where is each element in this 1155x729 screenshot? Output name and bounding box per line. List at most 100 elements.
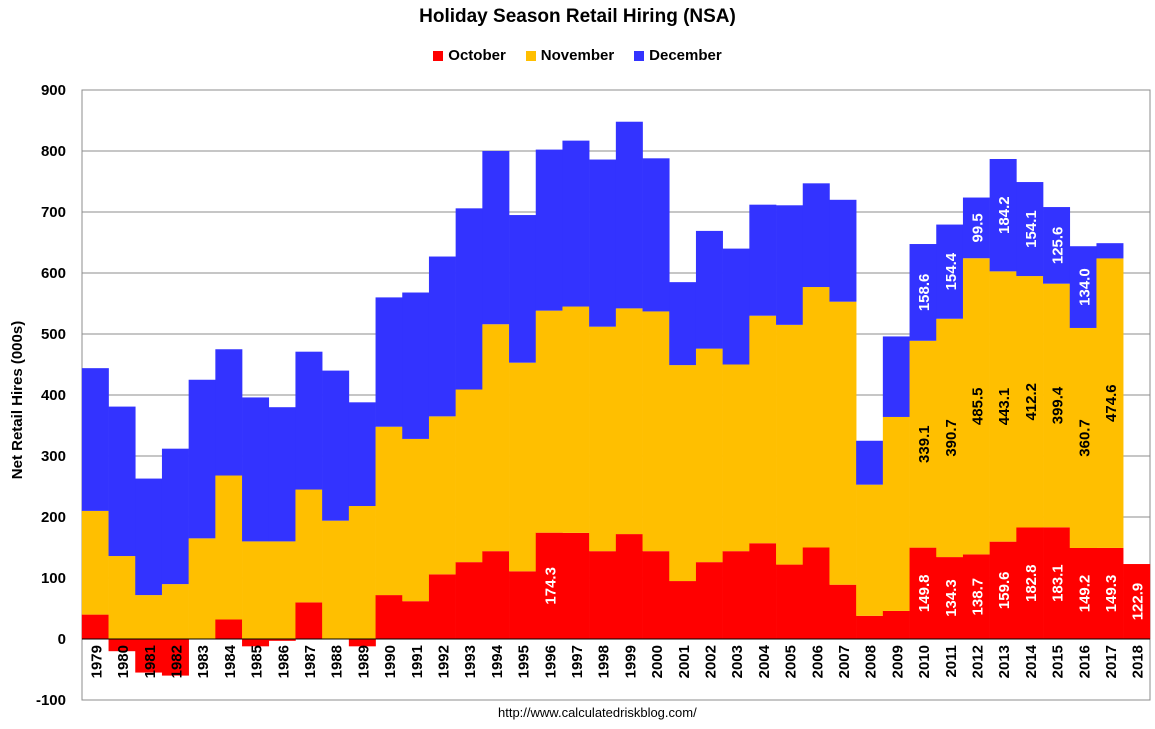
data-label: 360.7 [1076,419,1093,457]
x-tick-label: 2001 [676,645,693,678]
bar-october-2005 [776,564,804,639]
bar-october-2010 [909,547,937,639]
bar-december-1990 [375,297,403,427]
data-label: 182.8 [1023,564,1040,602]
bar-november-1993 [455,389,483,563]
data-label: 149.3 [1103,575,1120,613]
x-tick-label: 1983 [195,645,212,678]
x-tick-label: 1980 [115,645,132,678]
bar-november-1990 [375,426,403,596]
bar-december-2005 [776,205,804,325]
x-tick-label: 2004 [756,644,773,678]
bar-october-2013 [989,541,1017,639]
bar-december-2017 [1096,243,1124,259]
legend-swatch [525,50,536,61]
bar-october-2017 [1096,547,1124,639]
source-url: http://www.calculatedriskblog.com/ [498,705,697,720]
bar-november-2000 [642,311,670,552]
bar-december-1980 [108,406,136,557]
bar-november-1986 [268,541,296,639]
bar-november-2013 [989,271,1017,542]
bar-december-1991 [402,292,430,439]
x-tick-label: 2000 [649,645,666,678]
bar-october-1984 [215,619,243,639]
bar-december-1994 [482,151,510,325]
x-tick-label: 1998 [596,645,613,678]
y-tick-label: 400 [41,387,66,404]
bar-november-2002 [695,348,723,563]
bar-november-1996 [535,310,563,533]
bar-november-2007 [829,301,857,585]
bar-november-1997 [562,306,590,533]
bar-october-2015 [1043,527,1071,639]
bar-december-2008 [856,440,884,485]
data-label: 443.1 [996,388,1013,426]
legend-item-october: October [433,47,506,64]
bar-october-2011 [936,557,964,639]
y-tick-label: 100 [41,570,66,587]
y-tick-label: 500 [41,326,66,343]
bar-november-1995 [509,362,537,572]
y-tick-label: 0 [58,631,66,648]
bar-december-2016 [1069,246,1097,328]
data-label: 174.3 [542,567,559,605]
x-tick-label: 2003 [729,645,746,678]
x-tick-label: 1997 [569,645,586,678]
bar-october-1994 [482,551,510,639]
bar-december-1985 [242,397,270,542]
bar-november-1985 [242,541,270,639]
bar-december-2002 [695,230,723,349]
data-label: 134.3 [943,579,960,617]
data-label: 390.7 [943,419,960,457]
data-label: 125.6 [1050,227,1067,265]
bar-october-1987 [295,602,323,639]
x-tick-label: 2005 [783,645,800,678]
bar-november-2009 [882,416,910,611]
bar-october-1991 [402,601,430,639]
bar-october-2006 [802,547,830,639]
bar-november-1979 [81,510,109,615]
bar-december-2011 [936,224,964,319]
bar-december-2014 [1016,182,1044,277]
y-axis-label: Net Retail Hires (000s) [9,321,26,479]
x-tick-label: 2009 [889,645,906,678]
data-label: 474.6 [1103,384,1120,422]
x-tick-label: 2017 [1103,645,1120,678]
y-tick-label: 900 [41,82,66,99]
bar-november-1987 [295,489,323,603]
y-tick-label: -100 [36,692,66,709]
bar-december-2001 [669,282,697,366]
bar-november-1991 [402,438,430,602]
bar-december-1981 [135,478,163,596]
bar-december-1999 [615,121,643,309]
bar-december-1992 [428,256,456,417]
bar-october-2007 [829,584,857,639]
bar-november-2004 [749,315,777,544]
bar-october-2018 [1123,564,1151,639]
bar-december-1996 [535,149,563,311]
bar-december-1982 [161,448,189,585]
x-tick-label: 1999 [622,645,639,678]
bar-november-1994 [482,324,510,552]
bar-october-2009 [882,610,910,639]
bar-november-2012 [962,258,990,555]
legend-item-december: December [634,47,722,64]
data-label: 154.1 [1023,210,1040,248]
bar-october-2002 [695,562,723,639]
bar-november-2015 [1043,283,1071,528]
x-tick-label: 1986 [275,645,292,678]
bar-november-1983 [188,538,216,639]
bar-october-2000 [642,551,670,639]
bar-december-1986 [268,407,296,542]
x-tick-label: 1981 [142,645,159,678]
bar-december-2013 [989,158,1017,272]
bar-november-1981 [135,595,163,639]
bar-october-1981 [135,639,163,673]
x-tick-label: 1987 [302,645,319,678]
legend-label: October [448,47,506,64]
data-label: 138.7 [969,578,986,616]
x-tick-label: 1992 [435,645,452,678]
bar-november-1989 [348,506,376,639]
data-label: 339.1 [916,425,933,463]
x-tick-label: 2011 [943,645,960,678]
